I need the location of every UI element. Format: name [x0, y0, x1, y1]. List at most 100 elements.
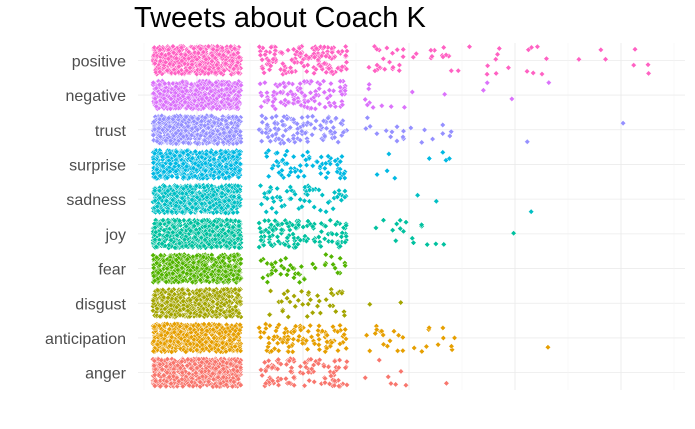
data-point-trust: [259, 119, 266, 126]
data-point-positive: [169, 43, 177, 50]
y-tick-label-surprise: surprise: [69, 157, 126, 174]
data-point-positive: [373, 46, 380, 53]
data-point-negative: [185, 103, 192, 110]
data-point-negative: [313, 91, 320, 98]
data-point-negative: [265, 96, 272, 104]
y-axis-labels: positivenegativetrustsurprisesadnessjoyf…: [45, 53, 127, 382]
data-point-negative: [401, 104, 408, 111]
data-point-joy: [392, 237, 399, 244]
data-point-positive: [374, 62, 381, 69]
data-point-positive: [268, 44, 275, 51]
data-point-sadness: [274, 185, 281, 192]
data-point-negative: [322, 104, 329, 111]
data-point-positive: [534, 43, 541, 50]
data-point-positive: [290, 46, 297, 53]
data-point-negative: [152, 95, 159, 102]
data-point-positive: [236, 54, 243, 61]
data-point-trust: [309, 113, 316, 120]
data-point-positive: [222, 60, 229, 67]
data-point-negative: [307, 89, 314, 96]
y-tick-label-negative: negative: [66, 88, 127, 105]
data-point-positive: [389, 64, 397, 71]
data-point-negative: [297, 80, 304, 87]
data-point-positive: [185, 55, 192, 62]
data-point-negative: [167, 95, 175, 102]
data-point-positive: [227, 43, 234, 50]
data-point-positive: [343, 65, 350, 73]
data-point-positive: [597, 46, 604, 53]
data-point-surprise: [385, 150, 392, 158]
data-point-negative: [269, 102, 276, 109]
data-point-negative: [480, 87, 487, 94]
data-point-positive: [439, 53, 447, 60]
data-point-positive: [484, 62, 491, 69]
data-point-surprise: [304, 148, 311, 156]
data-point-trust: [309, 131, 316, 138]
data-point-negative: [161, 80, 168, 87]
data-point-sadness: [330, 205, 337, 212]
data-point-sadness: [528, 208, 535, 215]
data-point-positive: [213, 61, 220, 68]
data-point-positive: [199, 68, 206, 75]
data-point-negative: [156, 81, 163, 88]
data-point-negative: [157, 97, 164, 104]
y-tick-label-positive: positive: [72, 53, 126, 70]
data-point-surprise: [374, 171, 381, 178]
data-point-positive: [630, 62, 637, 69]
data-point-positive: [325, 65, 333, 72]
data-point-sadness: [257, 182, 264, 189]
data-points: [149, 43, 652, 390]
data-point-negative: [331, 99, 338, 107]
data-point-joy: [256, 219, 263, 227]
data-point-negative: [291, 96, 298, 103]
data-point-negative: [388, 103, 395, 110]
data-point-positive: [185, 48, 192, 55]
data-point-positive: [400, 53, 407, 60]
data-point-positive: [209, 52, 216, 59]
data-point-positive: [288, 56, 295, 63]
data-point-positive: [212, 69, 219, 76]
data-point-joy: [409, 235, 416, 242]
data-point-positive: [313, 45, 320, 52]
data-point-positive: [631, 46, 639, 53]
data-point-trust: [421, 126, 428, 133]
data-point-negative: [316, 100, 323, 108]
data-point-surprise: [290, 153, 297, 160]
data-point-trust: [323, 125, 330, 132]
data-point-positive: [311, 54, 318, 61]
data-point-joy: [410, 239, 417, 246]
data-point-negative: [221, 92, 228, 99]
data-point-negative: [270, 98, 277, 105]
data-point-positive: [321, 43, 328, 51]
data-point-positive: [396, 62, 403, 69]
data-point-trust: [364, 114, 371, 121]
data-point-positive: [259, 56, 266, 63]
data-point-positive: [380, 55, 387, 62]
data-point-surprise: [338, 153, 345, 160]
data-point-positive: [505, 64, 512, 71]
data-point-negative: [282, 96, 289, 104]
data-point-negative: [289, 91, 296, 98]
data-point-surprise: [303, 162, 310, 169]
data-point-negative: [153, 103, 160, 110]
data-point-positive: [343, 47, 350, 55]
y-tick-label-anger: anger: [85, 366, 127, 383]
data-point-joy: [432, 240, 439, 247]
data-point-positive: [234, 49, 241, 56]
data-point-negative: [210, 104, 217, 111]
data-point-negative: [188, 81, 195, 88]
data-point-trust: [418, 139, 425, 146]
data-point-negative: [179, 78, 186, 85]
data-point-positive: [157, 58, 164, 65]
data-point-negative: [308, 105, 315, 112]
data-point-positive: [221, 67, 228, 74]
data-point-negative: [277, 89, 284, 96]
data-point-positive: [197, 45, 204, 52]
data-point-negative: [327, 80, 334, 87]
data-point-positive: [484, 71, 491, 78]
data-point-negative: [261, 79, 268, 86]
data-point-positive: [151, 44, 158, 51]
data-point-positive: [303, 68, 310, 75]
data-point-surprise: [384, 167, 391, 174]
